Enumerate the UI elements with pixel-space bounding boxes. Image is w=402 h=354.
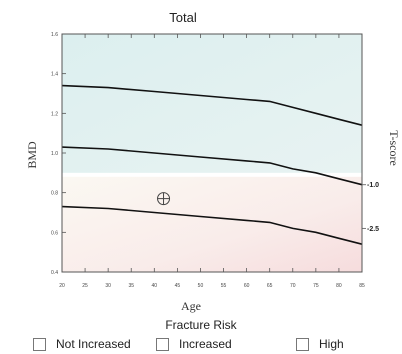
legend-item-increased: Increased	[156, 337, 232, 351]
y-axis-label: BMD	[25, 141, 39, 169]
y-tick-label: 1.0	[51, 151, 58, 157]
legend-label-high: High	[319, 337, 344, 351]
tscore-labels: -1.0 -2.5	[362, 182, 379, 233]
x-tick-label: 20	[59, 283, 65, 289]
x-tick-label: 40	[152, 283, 158, 289]
bmd-chart: Total 20 25 30 35 40 45 50 55 60 65 70 75 80 85 0.40.…	[25, 10, 401, 313]
x-tick-label: 35	[128, 283, 134, 289]
x-tick-label: 30	[105, 283, 111, 289]
x-tick-label: 25	[82, 283, 88, 289]
x-tick-label: 80	[336, 283, 342, 289]
x-tick-label: 45	[175, 283, 181, 289]
chart-title: Total	[169, 10, 197, 25]
x-tick-label: 65	[267, 283, 273, 289]
legend-box-not-increased	[33, 337, 46, 351]
tscore-label: -2.5	[367, 226, 379, 233]
x-ticks: 20 25 30 35 40 45 50 55 60 65 70 75 80 85	[59, 34, 365, 289]
y-tick-label: 1.6	[51, 32, 58, 38]
region-low-risk	[62, 34, 362, 173]
x-tick-label: 55	[221, 283, 227, 289]
x-tick-label: 75	[313, 283, 319, 289]
series-line-2	[61, 146, 363, 186]
y-tick-label: 1.4	[51, 72, 58, 78]
region-high-risk	[62, 176, 362, 272]
plot-area: 20 25 30 35 40 45 50 55 60 65 70 75 80 85 0.4 0.6 0.8 1.…	[51, 32, 379, 289]
x-tick-label: 85	[359, 283, 365, 289]
y-tick-label: 1.2	[51, 111, 58, 117]
y-tick-label: 0.8	[51, 191, 58, 197]
series-group	[61, 84, 363, 245]
series-line-1	[61, 84, 363, 126]
patient-marker	[157, 192, 171, 206]
y-tick-label: 0.6	[51, 230, 58, 236]
series-line-3	[61, 205, 363, 245]
y2-axis-label: T-score	[387, 130, 401, 166]
fracture-risk-legend: Fracture Risk Not Increased Increased Hi…	[0, 318, 402, 354]
legend-label-increased: Increased	[179, 337, 232, 351]
legend-box-increased	[156, 337, 169, 351]
y-ticks: 0.4 0.6 0.8 1.0 1.2 1.4 1.6	[51, 32, 66, 276]
legend-item-not-increased: Not Increased	[33, 337, 131, 351]
y-tick-label: 0.4	[51, 270, 58, 276]
legend-box-high	[296, 337, 309, 351]
x-axis-label: Age	[181, 299, 201, 313]
x-tick-label: 70	[290, 283, 296, 289]
legend-label-not-increased: Not Increased	[56, 337, 131, 351]
tscore-label: -1.0	[367, 182, 379, 189]
x-tick-label: 50	[198, 283, 204, 289]
legend-item-high: High	[296, 337, 344, 351]
legend-title: Fracture Risk	[165, 318, 237, 332]
x-tick-label: 60	[244, 283, 250, 289]
